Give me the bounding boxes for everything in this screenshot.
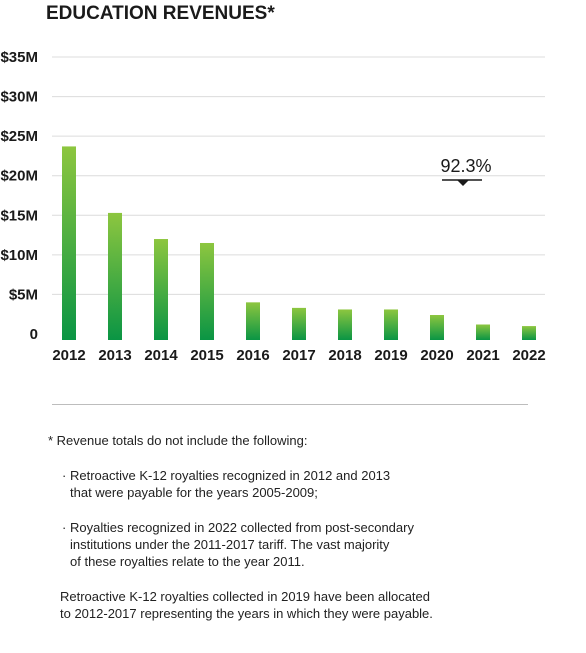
down-arrow-icon — [457, 180, 469, 186]
chart-title: EDUCATION REVENUES* — [46, 3, 275, 24]
x-tick-label: 2015 — [190, 347, 223, 364]
y-tick-label: $10M — [0, 247, 38, 264]
x-tick-label: 2014 — [144, 347, 178, 364]
x-tick-label: 2018 — [328, 347, 361, 364]
bar-2016 — [246, 302, 260, 340]
x-tick-label: 2013 — [98, 347, 131, 364]
y-tick-label: $25M — [0, 128, 38, 145]
bar-2013 — [108, 212, 122, 340]
y-tick-label: 0 — [30, 326, 38, 343]
footnote-heading: * Revenue totals do not include the foll… — [48, 433, 308, 448]
bar-2019 — [384, 309, 398, 340]
footnote-bullet-1: · Retroactive K-12 royalties recognized … — [62, 467, 548, 501]
y-tick-label: $20M — [0, 168, 38, 185]
footnote-bullet-text: Retroactive K-12 royalties recognized in… — [70, 468, 391, 500]
footnote-footer: Retroactive K-12 royalties collected in … — [60, 589, 433, 621]
bullet-mark: · — [62, 468, 67, 483]
footnote-bullet-2: · Royalties recognized in 2022 collected… — [62, 519, 548, 570]
footnote-bullet-text: Royalties recognized in 2022 collected f… — [70, 520, 414, 569]
footnotes: * Revenue totals do not include the foll… — [48, 432, 548, 622]
bullet-mark: · — [62, 520, 67, 535]
y-tick-label: $15M — [0, 207, 38, 224]
x-tick-label: 2020 — [420, 347, 453, 364]
bar-2015 — [200, 242, 214, 340]
bar-2022 — [522, 326, 536, 340]
x-tick-label: 2022 — [512, 347, 545, 364]
bar-2021 — [476, 324, 490, 340]
annotation: 92.3% — [440, 156, 492, 186]
x-tick-label: 2021 — [466, 347, 499, 364]
annotation-label: 92.3% — [440, 156, 491, 176]
x-tick-label: 2016 — [236, 347, 269, 364]
bar-2018 — [338, 309, 352, 340]
bar-2017 — [292, 307, 306, 340]
education-revenues-chart: EDUCATION REVENUES* 0 $5M $10M $15M $20M $25M… — [0, 3, 545, 364]
x-tick-label: 2012 — [52, 347, 85, 364]
x-tick-label: 2019 — [374, 347, 407, 364]
y-tick-label: $5M — [9, 286, 38, 303]
y-tick-label: $35M — [0, 49, 38, 66]
divider — [52, 404, 528, 405]
x-tick-label: 2017 — [282, 347, 315, 364]
bar-2020 — [430, 315, 444, 340]
y-tick-label: $30M — [0, 89, 38, 106]
bar-2012 — [62, 146, 76, 340]
bar-2014 — [154, 239, 168, 340]
